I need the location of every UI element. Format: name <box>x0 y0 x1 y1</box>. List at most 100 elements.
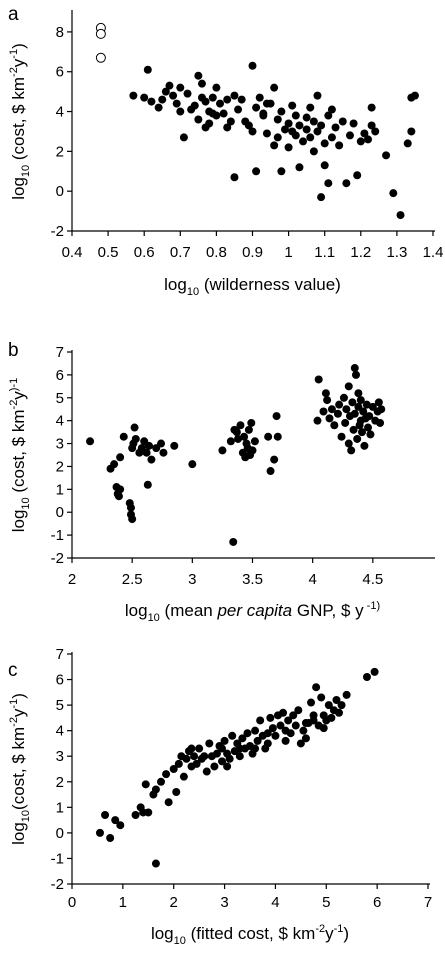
data-point <box>212 83 221 92</box>
panel-letter: a <box>8 4 19 25</box>
data-point <box>151 785 160 794</box>
data-point <box>332 696 341 704</box>
data-point <box>272 412 281 421</box>
data-point <box>255 93 264 102</box>
data-point <box>284 119 293 128</box>
data-point <box>301 719 310 727</box>
data-point <box>188 460 197 469</box>
data-point <box>253 736 262 745</box>
data-point <box>296 739 305 748</box>
y-axis-title: log10(cost, $ km-2y-1) <box>8 693 32 845</box>
y-tick-label: 5 <box>56 697 64 714</box>
data-point <box>218 744 227 753</box>
data-point <box>101 811 110 819</box>
panel-letter: b <box>8 340 19 361</box>
data-point <box>273 133 282 142</box>
data-point <box>349 425 358 434</box>
y-axis-title: log10 (cost, $ km-2y-1) <box>8 43 32 200</box>
data-point <box>256 716 265 725</box>
x-tick-label: 1 <box>284 244 292 261</box>
data-point <box>143 480 152 489</box>
data-point <box>194 115 203 124</box>
data-point <box>309 711 318 720</box>
x-tick-label: 1.3 <box>386 244 407 261</box>
y-tick-label: -1 <box>51 527 64 544</box>
data-point <box>270 83 279 92</box>
data-point <box>317 121 326 130</box>
data-point <box>289 711 298 720</box>
data-point <box>364 135 373 144</box>
data-point <box>284 716 293 725</box>
y-tick-label: 1 <box>56 799 64 816</box>
data-point <box>230 173 239 182</box>
data-point <box>143 65 152 74</box>
x-tick-label: 6 <box>373 894 381 911</box>
data-point <box>327 133 336 142</box>
data-point <box>116 485 125 494</box>
data-point <box>208 93 217 102</box>
data-point <box>234 105 243 114</box>
data-point <box>169 765 178 773</box>
y-tick-label: -2 <box>51 550 64 567</box>
data-point <box>147 97 156 106</box>
data-point <box>407 127 416 136</box>
data-point <box>174 759 183 768</box>
panel-c: 0 1 2 3 4 5 6 7 -2 -1 0 1 2 3 4 5 6 7 c log10 (fitted cost,… <box>8 646 432 947</box>
y-tick-label: 6 <box>56 672 64 689</box>
data-point <box>344 439 353 448</box>
x-axis-title: log10 (fitted cost, $ km-2y-1) <box>151 923 349 947</box>
data-point <box>324 179 333 188</box>
data-point <box>165 81 174 90</box>
data-point <box>234 434 243 443</box>
data-point <box>157 777 165 786</box>
data-point <box>306 133 315 142</box>
data-point <box>147 455 156 464</box>
data-point <box>194 71 203 80</box>
data-point <box>360 441 369 450</box>
data-point <box>370 667 379 676</box>
data-point <box>247 418 256 427</box>
x-tick-label: 1.4 <box>423 244 444 261</box>
data-point <box>309 147 318 156</box>
x-tick-label: 2 <box>68 571 76 588</box>
data-point <box>262 129 271 138</box>
y-tick-label: 3 <box>56 748 64 765</box>
data-point <box>403 139 412 148</box>
data-point <box>389 189 398 198</box>
x-tick-label: 5 <box>322 894 330 911</box>
data-point <box>338 117 347 126</box>
data-point <box>270 141 279 150</box>
data-point <box>182 754 191 763</box>
data-point <box>197 79 206 88</box>
data-point <box>277 167 286 176</box>
data-point <box>281 736 290 745</box>
data-point <box>367 103 376 112</box>
data-point <box>371 127 380 136</box>
data-point <box>313 127 322 136</box>
data-point <box>170 441 179 450</box>
y-tick-label: 0 <box>56 504 64 521</box>
x-tick-label: 0.4 <box>62 244 83 261</box>
data-point <box>131 811 140 819</box>
data-point <box>325 414 334 423</box>
data-point <box>295 121 304 130</box>
x-tick-label: 7 <box>424 894 432 911</box>
data-point <box>238 734 247 743</box>
data-point <box>339 393 348 402</box>
data-point <box>263 739 272 748</box>
data-point <box>279 708 288 717</box>
data-point <box>273 432 282 441</box>
data-point <box>237 95 246 104</box>
data-point <box>218 446 227 455</box>
data-point <box>225 754 234 763</box>
data-point <box>176 107 185 116</box>
data-point <box>223 762 232 771</box>
data-point <box>350 364 359 373</box>
y-axis-title: log10 (cost, $ km-2y)-1 <box>8 378 32 533</box>
y-tick-label: 2 <box>56 774 64 791</box>
data-point <box>264 432 273 441</box>
data-point <box>230 91 239 100</box>
data-point <box>202 767 211 776</box>
data-point <box>266 713 275 722</box>
panel-letter: c <box>8 660 18 681</box>
